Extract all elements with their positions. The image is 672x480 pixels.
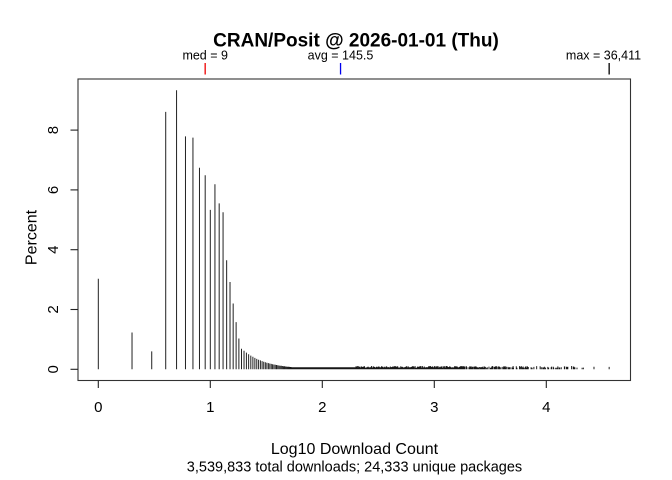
totals-subtitle: 3,539,833 total downloads; 24,333 unique…	[187, 460, 522, 476]
y-tick-label: 8	[45, 126, 62, 134]
y-tick-label: 2	[45, 305, 62, 313]
x-tick-label: 3	[430, 399, 438, 416]
plot-title: CRAN/Posit @ 2026-01-01 (Thu)	[213, 31, 499, 52]
x-tick-label: 0	[94, 399, 102, 416]
y-tick-label: 4	[45, 246, 62, 254]
x-axis-title: Log10 Download Count	[271, 441, 439, 458]
y-axis: 0 2 4 6 8	[45, 126, 78, 373]
annotation-ticks	[204, 63, 610, 75]
max-annotation-label: max = 36,411	[566, 49, 641, 63]
x-tick-label: 2	[318, 399, 326, 416]
y-tick-label: 0	[45, 365, 62, 373]
x-tick-label: 1	[206, 399, 214, 416]
x-tick-label: 4	[542, 399, 550, 416]
y-axis-title: Percent	[24, 209, 41, 265]
y-tick-label: 6	[45, 186, 62, 194]
mean-annotation-label: avg = 145.5	[308, 49, 374, 63]
plot-box	[77, 78, 632, 382]
x-axis: 0 1 2 3 4	[94, 380, 550, 416]
median-annotation-label: med = 9	[182, 49, 228, 63]
histogram-spikes	[97, 90, 610, 370]
